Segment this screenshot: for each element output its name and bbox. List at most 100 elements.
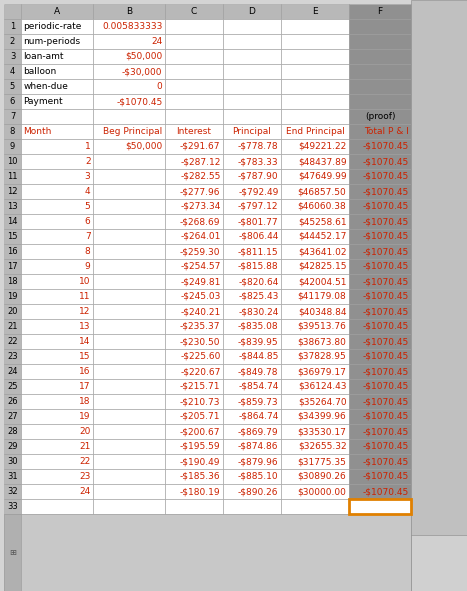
- Bar: [349, 304, 411, 319]
- Text: 2: 2: [10, 37, 15, 46]
- Bar: [281, 49, 349, 64]
- Bar: [165, 424, 223, 439]
- Bar: [93, 424, 165, 439]
- Bar: [93, 139, 165, 154]
- Bar: [349, 79, 411, 94]
- Bar: [21, 139, 93, 154]
- Bar: [93, 499, 165, 514]
- Bar: [349, 49, 411, 64]
- Bar: [165, 19, 223, 34]
- Text: -$879.96: -$879.96: [238, 457, 278, 466]
- Bar: [349, 274, 411, 289]
- Text: 32: 32: [7, 487, 18, 496]
- Text: 4: 4: [85, 187, 91, 196]
- Bar: [165, 109, 223, 124]
- Bar: [21, 154, 93, 169]
- Text: -$854.74: -$854.74: [238, 382, 278, 391]
- Text: ⊞: ⊞: [9, 548, 16, 557]
- Text: -$869.79: -$869.79: [238, 427, 278, 436]
- Bar: [223, 379, 281, 394]
- Text: 3: 3: [85, 172, 91, 181]
- Bar: [93, 109, 165, 124]
- Text: -$835.08: -$835.08: [238, 322, 278, 331]
- Text: -$864.74: -$864.74: [238, 412, 278, 421]
- Text: -$254.57: -$254.57: [180, 262, 220, 271]
- Text: $32655.32: $32655.32: [298, 442, 347, 451]
- Bar: [165, 169, 223, 184]
- Bar: [93, 154, 165, 169]
- Bar: [223, 139, 281, 154]
- Bar: [223, 274, 281, 289]
- Bar: [349, 154, 411, 169]
- Text: 29: 29: [7, 442, 18, 451]
- Text: 6: 6: [85, 217, 91, 226]
- Text: -$185.36: -$185.36: [180, 472, 220, 481]
- Bar: [21, 334, 93, 349]
- Text: -$259.30: -$259.30: [180, 247, 220, 256]
- Text: -$778.78: -$778.78: [238, 142, 278, 151]
- Bar: [4, 244, 21, 259]
- Bar: [349, 319, 411, 334]
- Bar: [223, 499, 281, 514]
- Bar: [223, 79, 281, 94]
- Text: -$235.37: -$235.37: [180, 322, 220, 331]
- Bar: [165, 64, 223, 79]
- Bar: [93, 169, 165, 184]
- Text: 9: 9: [10, 142, 15, 151]
- Text: -$240.21: -$240.21: [180, 307, 220, 316]
- Text: 0.005833333: 0.005833333: [102, 22, 163, 31]
- Bar: [223, 169, 281, 184]
- Bar: [4, 214, 21, 229]
- Bar: [21, 469, 93, 484]
- Bar: [165, 409, 223, 424]
- Bar: [281, 64, 349, 79]
- Text: 1: 1: [10, 22, 15, 31]
- Bar: [223, 244, 281, 259]
- Text: 18: 18: [7, 277, 18, 286]
- Bar: [21, 109, 93, 124]
- Bar: [21, 379, 93, 394]
- Bar: [93, 454, 165, 469]
- Bar: [4, 139, 21, 154]
- Text: -$277.96: -$277.96: [180, 187, 220, 196]
- Text: -$1070.45: -$1070.45: [362, 397, 409, 406]
- Text: loan-amt: loan-amt: [23, 52, 64, 61]
- Text: -$225.60: -$225.60: [180, 352, 220, 361]
- Bar: [165, 334, 223, 349]
- Text: -$180.19: -$180.19: [180, 487, 220, 496]
- Bar: [4, 124, 21, 139]
- Bar: [223, 289, 281, 304]
- Text: -$195.59: -$195.59: [180, 442, 220, 451]
- Text: 21: 21: [7, 322, 18, 331]
- Bar: [349, 424, 411, 439]
- Bar: [93, 229, 165, 244]
- Text: End Principal: End Principal: [285, 127, 345, 136]
- Bar: [349, 484, 411, 499]
- Bar: [349, 499, 411, 514]
- Bar: [93, 364, 165, 379]
- Text: (proof): (proof): [365, 112, 395, 121]
- Text: -$1070.45: -$1070.45: [362, 157, 409, 166]
- Text: -$264.01: -$264.01: [180, 232, 220, 241]
- Bar: [93, 289, 165, 304]
- Bar: [223, 364, 281, 379]
- Bar: [349, 199, 411, 214]
- Bar: [165, 499, 223, 514]
- Bar: [165, 244, 223, 259]
- Text: -$287.12: -$287.12: [180, 157, 220, 166]
- Bar: [4, 259, 21, 274]
- Bar: [223, 64, 281, 79]
- Text: -$811.15: -$811.15: [238, 247, 278, 256]
- Text: Payment: Payment: [23, 97, 63, 106]
- Text: -$249.81: -$249.81: [180, 277, 220, 286]
- Bar: [21, 214, 93, 229]
- Text: 20: 20: [79, 427, 91, 436]
- Bar: [21, 289, 93, 304]
- Text: -$1070.45: -$1070.45: [362, 142, 409, 151]
- Bar: [4, 109, 21, 124]
- Text: $46857.50: $46857.50: [298, 187, 347, 196]
- Bar: [93, 184, 165, 199]
- Bar: [4, 439, 21, 454]
- Bar: [21, 34, 93, 49]
- Bar: [21, 94, 93, 109]
